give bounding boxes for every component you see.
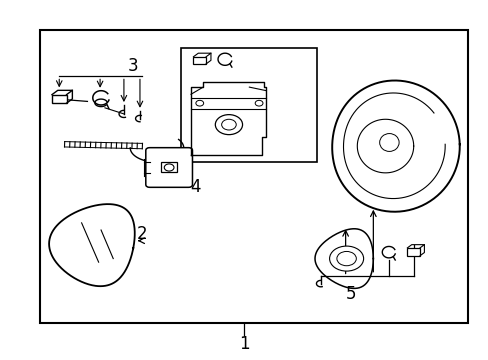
Circle shape (329, 246, 363, 271)
Circle shape (196, 100, 203, 106)
Text: 1: 1 (239, 335, 249, 353)
Bar (40, 30, 467, 323)
Circle shape (221, 119, 236, 130)
Bar (181, 48, 317, 162)
Text: 4: 4 (190, 178, 201, 196)
Bar (161, 162, 177, 172)
FancyBboxPatch shape (145, 148, 192, 187)
Ellipse shape (379, 134, 398, 152)
Text: 3: 3 (127, 57, 138, 75)
Circle shape (215, 114, 242, 135)
Bar (407, 248, 419, 256)
Circle shape (255, 100, 263, 106)
Bar (52, 95, 66, 103)
Bar (193, 57, 205, 64)
Text: 2: 2 (137, 225, 147, 243)
Text: 5: 5 (346, 285, 356, 303)
Circle shape (336, 251, 356, 266)
Circle shape (164, 164, 174, 171)
